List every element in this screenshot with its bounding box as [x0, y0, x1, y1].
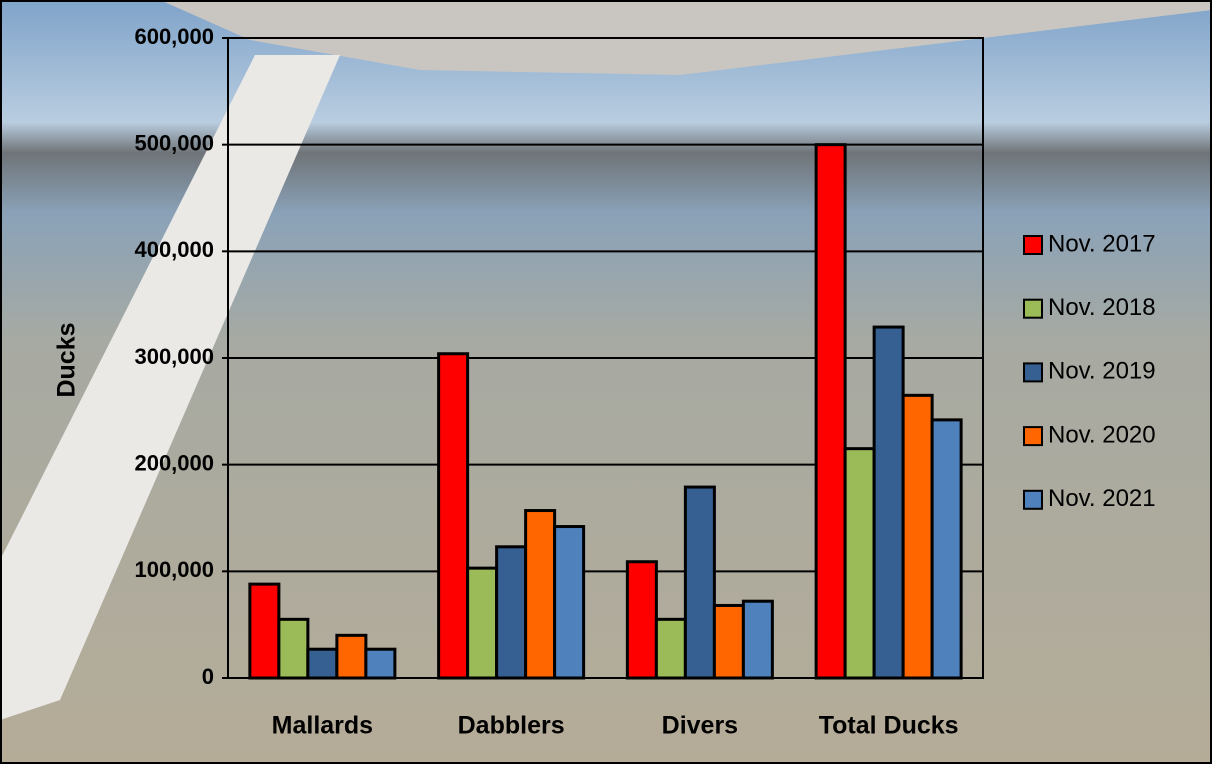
legend-label: Nov. 2018	[1048, 294, 1156, 321]
bar	[872, 325, 905, 680]
bar	[306, 647, 339, 680]
bar	[930, 418, 963, 680]
bar	[553, 525, 586, 680]
bar	[466, 566, 499, 680]
bar	[843, 447, 876, 680]
bar	[364, 647, 397, 680]
legend-label: Nov. 2020	[1048, 421, 1156, 448]
bar	[814, 143, 847, 680]
legend-label: Nov. 2017	[1048, 230, 1156, 257]
bar	[741, 599, 774, 680]
y-tick-label: 0	[202, 664, 214, 689]
legend-swatch	[1023, 489, 1043, 510]
wing-strut	[0, 55, 340, 720]
plot-frame	[227, 37, 984, 679]
legend-label: Nov. 2021	[1048, 485, 1156, 512]
x-tick-label: Mallards	[272, 712, 373, 740]
legend-label: Nov. 2019	[1048, 358, 1156, 385]
bar	[712, 603, 745, 680]
y-tick-label: 100,000	[134, 557, 214, 582]
y-tick-label: 400,000	[134, 237, 214, 262]
x-tick-label: Dabblers	[458, 712, 565, 740]
bar	[901, 393, 934, 680]
bar	[277, 617, 310, 680]
x-tick-label: Divers	[662, 712, 738, 740]
y-tick-label: 600,000	[134, 24, 214, 49]
bar	[437, 352, 470, 680]
bar	[683, 485, 716, 680]
y-tick-label: 500,000	[134, 130, 214, 155]
bar	[495, 545, 528, 680]
bar	[654, 617, 687, 680]
bar	[524, 509, 557, 680]
legend-swatch	[1023, 298, 1043, 319]
legend-swatch	[1023, 362, 1043, 383]
y-axis-title: Ducks	[53, 322, 81, 397]
x-tick-label: Total Ducks	[819, 712, 959, 740]
legend-swatch	[1023, 235, 1043, 255]
y-tick-label: 300,000	[134, 344, 214, 369]
bar	[625, 560, 658, 680]
y-tick-label: 200,000	[134, 450, 214, 475]
bar	[335, 633, 368, 680]
bar	[248, 582, 281, 680]
legend-swatch	[1023, 426, 1043, 447]
